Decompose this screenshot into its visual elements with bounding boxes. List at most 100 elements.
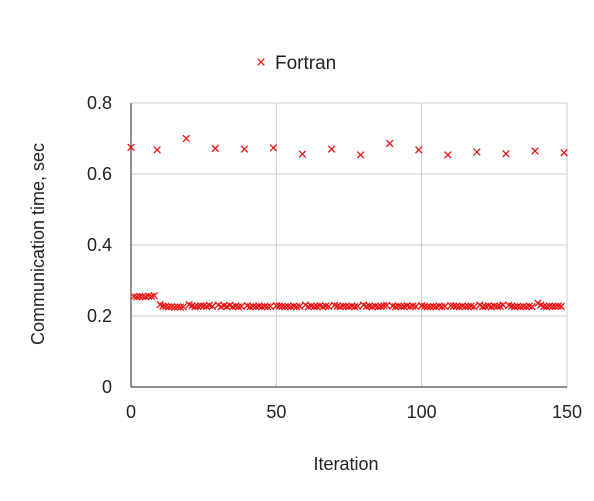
- marker-stroke: [144, 292, 153, 300]
- marker-stroke: [182, 134, 190, 143]
- marker-stroke: [167, 303, 176, 311]
- data-point: [420, 302, 429, 311]
- marker-stroke: [135, 292, 144, 301]
- data-point: [234, 303, 243, 311]
- marker-stroke: [394, 302, 403, 310]
- data-point: [284, 302, 292, 311]
- x-tick-label: 100: [407, 402, 437, 422]
- marker-stroke: [321, 302, 330, 310]
- marker-stroke: [342, 302, 350, 311]
- data-point: [324, 302, 333, 311]
- data-point: [246, 303, 254, 311]
- marker-stroke: [380, 301, 388, 310]
- data-point: [240, 145, 249, 153]
- marker-stroke: [444, 151, 452, 159]
- marker-stroke: [150, 292, 159, 300]
- grid-lines: [131, 102, 568, 387]
- data-point: [353, 302, 362, 311]
- data-point: [551, 302, 560, 311]
- marker-stroke: [353, 302, 362, 311]
- marker-stroke: [545, 302, 554, 310]
- data-point: [211, 144, 220, 153]
- data-point: [176, 303, 185, 311]
- x-axis-label: Iteration: [313, 454, 378, 474]
- marker-stroke: [560, 148, 568, 157]
- marker-stroke: [470, 303, 478, 311]
- data-point: [452, 302, 461, 311]
- marker-stroke: [499, 301, 507, 309]
- marker-stroke: [464, 302, 472, 311]
- data-point: [127, 143, 135, 152]
- data-point: [292, 303, 301, 311]
- marker-stroke: [234, 303, 243, 311]
- marker-stroke: [409, 302, 417, 310]
- marker-stroke: [295, 302, 304, 311]
- marker-stroke: [281, 303, 289, 311]
- marker-stroke: [260, 302, 269, 311]
- legend: Fortran: [257, 53, 336, 74]
- data-point: [249, 302, 257, 311]
- marker-stroke: [211, 144, 220, 153]
- data-point: [260, 302, 269, 311]
- data-point: [394, 302, 403, 310]
- data-point: [478, 303, 487, 311]
- marker-stroke: [423, 303, 432, 311]
- data-points: [127, 134, 568, 311]
- data-point: [191, 303, 199, 311]
- legend-x-marker: [257, 58, 265, 66]
- marker-stroke: [429, 302, 438, 311]
- legend-marker-fortran: [257, 58, 265, 66]
- y-tick-labels: 0 0.2 0.4 0.6 0.8: [87, 93, 112, 397]
- data-point: [351, 303, 359, 311]
- data-point: [426, 303, 435, 311]
- marker-stroke: [438, 303, 446, 311]
- data-point: [499, 301, 507, 309]
- data-point: [162, 302, 170, 311]
- data-point: [342, 302, 350, 311]
- data-point: [554, 302, 563, 310]
- data-point: [557, 302, 565, 311]
- data-point: [153, 146, 161, 154]
- marker-stroke: [191, 303, 199, 311]
- marker-stroke: [240, 145, 249, 153]
- marker-stroke: [127, 143, 135, 152]
- marker-stroke: [531, 147, 539, 155]
- y-axis-label: Communication time, sec: [28, 143, 48, 345]
- data-point: [444, 151, 452, 159]
- marker-stroke: [528, 303, 536, 311]
- data-point: [415, 146, 423, 154]
- x-tick-label: 150: [552, 402, 582, 422]
- marker-stroke: [249, 302, 257, 311]
- marker-stroke: [269, 143, 278, 152]
- marker-stroke: [173, 303, 182, 311]
- data-point: [429, 302, 438, 311]
- data-point: [310, 303, 318, 311]
- marker-stroke: [153, 146, 161, 154]
- marker-stroke: [548, 302, 557, 311]
- marker-stroke: [513, 302, 522, 311]
- marker-stroke: [490, 302, 499, 310]
- marker-stroke: [551, 302, 560, 311]
- x-tick-label: 50: [266, 402, 286, 422]
- data-point: [513, 302, 522, 311]
- y-tick-label: 0.2: [87, 306, 112, 326]
- marker-stroke: [426, 303, 435, 311]
- marker-stroke: [258, 303, 266, 311]
- data-point: [409, 302, 417, 310]
- marker-stroke: [278, 302, 286, 311]
- marker-stroke: [292, 303, 301, 311]
- marker-stroke: [324, 302, 333, 311]
- data-point: [269, 143, 278, 152]
- marker-stroke: [133, 293, 141, 301]
- x-tick-label: 0: [126, 402, 136, 422]
- marker-stroke: [473, 148, 481, 156]
- data-point: [493, 302, 501, 311]
- data-point: [179, 303, 188, 311]
- marker-stroke: [165, 303, 173, 311]
- y-tick-label: 0.8: [87, 93, 112, 113]
- data-point: [356, 151, 365, 159]
- data-point: [502, 150, 510, 158]
- data-point: [539, 302, 548, 311]
- data-point: [165, 303, 173, 311]
